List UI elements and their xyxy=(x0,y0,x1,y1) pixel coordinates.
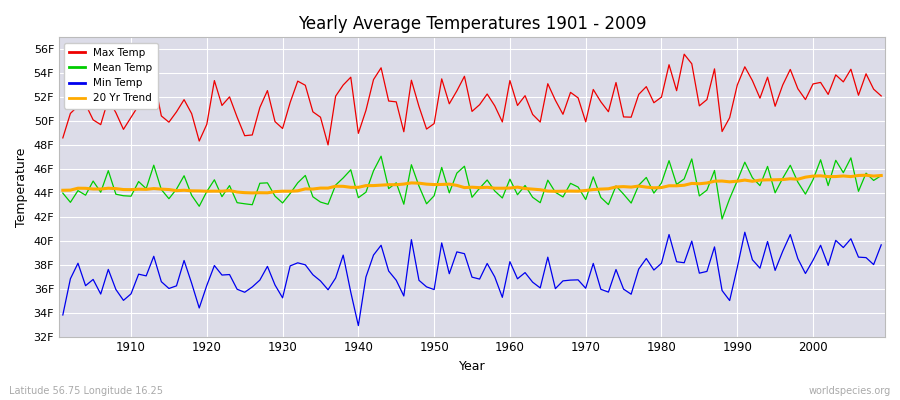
Text: Latitude 56.75 Longitude 16.25: Latitude 56.75 Longitude 16.25 xyxy=(9,386,163,396)
X-axis label: Year: Year xyxy=(459,360,485,373)
Legend: Max Temp, Mean Temp, Min Temp, 20 Yr Trend: Max Temp, Mean Temp, Min Temp, 20 Yr Tre… xyxy=(64,42,158,108)
Title: Yearly Average Temperatures 1901 - 2009: Yearly Average Temperatures 1901 - 2009 xyxy=(298,15,646,33)
Y-axis label: Temperature: Temperature xyxy=(15,147,28,227)
Text: worldspecies.org: worldspecies.org xyxy=(809,386,891,396)
